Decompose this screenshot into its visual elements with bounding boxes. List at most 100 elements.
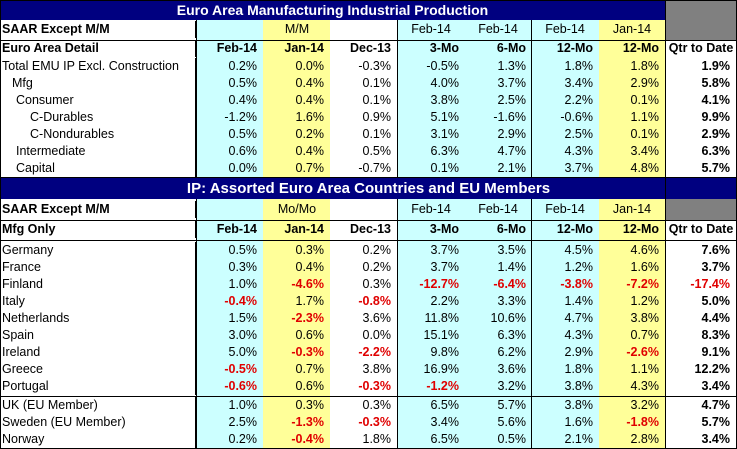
row-label: Consumer (0, 92, 196, 109)
value-cell: -1.6% (493, 110, 526, 124)
value-cell: 4.7% (701, 398, 731, 412)
subheader-c12a: Feb-14 (545, 202, 585, 216)
colheader-label: Euro Area Detail (0, 40, 196, 57)
value-cell: 3.4% (564, 76, 594, 90)
value-cell: 3.7% (430, 243, 460, 257)
value-cell: 1.6% (630, 260, 660, 274)
value-cell: -0.7% (358, 161, 391, 175)
value-cell: 0.2% (228, 432, 258, 446)
table-row: Finland 1.0% -4.6% 0.3% -12.7% -6.4% -3.8% -7.2… (0, 276, 737, 293)
row-label: Ireland (0, 344, 196, 361)
value-cell: -7.2% (626, 277, 659, 291)
value-cell: 3.7% (564, 161, 594, 175)
value-cell: 3.6% (497, 362, 527, 376)
value-cell: -0.6% (224, 379, 257, 393)
table-row: C-Nondurables 0.5% 0.2% 0.1% 3.1% 2.9% 2.5% 0.1… (0, 126, 737, 143)
value-cell: -0.5% (224, 362, 257, 376)
value-cell: 0.1% (362, 127, 392, 141)
table-row: France 0.3% 0.4% 0.2% 3.7% 1.4% 1.2% 1.6% 3.7% (0, 259, 737, 276)
colheader-5: 12-Mo (556, 41, 593, 55)
table-row: C-Durables -1.2% 1.6% 0.9% 5.1% -1.6% -0.6% 1.1… (0, 109, 737, 126)
value-cell: -4.6% (291, 277, 324, 291)
value-cell: 0.2% (362, 260, 392, 274)
value-cell: 4.3% (564, 328, 594, 342)
value-cell: 3.0% (228, 328, 258, 342)
value-cell: 3.8% (430, 93, 460, 107)
colheader-1: Jan-14 (284, 222, 324, 236)
rule-eu (0, 396, 737, 397)
value-cell: 4.8% (630, 161, 660, 175)
value-cell: 2.2% (564, 93, 594, 107)
value-cell: 2.9% (564, 345, 594, 359)
colheader-3: 3-Mo (429, 222, 459, 236)
value-cell: -2.6% (626, 345, 659, 359)
value-cell: 1.4% (497, 260, 527, 274)
table-row: Norway 0.2% -0.4% 1.8% 6.5% 0.5% 2.1% 2.8% 3.4% (0, 431, 737, 448)
value-cell: -0.3% (358, 415, 391, 429)
value-cell: 3.3% (497, 294, 527, 308)
colheader-0: Feb-14 (216, 222, 257, 236)
value-cell: 0.6% (295, 328, 325, 342)
value-cell: 3.4% (630, 144, 660, 158)
value-cell: 2.9% (630, 76, 660, 90)
gray-block-mid (666, 199, 736, 220)
table-row: Total EMU IP Excl. Construction 0.2% 0.0% -… (0, 58, 737, 75)
value-cell: 0.6% (228, 144, 258, 158)
rule-s2-col (0, 240, 737, 241)
colheader-6: 12-Mo (622, 222, 659, 236)
subheader-mm: M/M (284, 22, 310, 36)
rule-s1-end (0, 177, 737, 178)
value-cell: 1.8% (630, 59, 660, 73)
value-cell: 5.6% (497, 415, 527, 429)
table-row: Intermediate 0.6% 0.4% 0.5% 6.3% 4.7% 4.3% 3.4%… (0, 143, 737, 160)
value-cell: 3.4% (430, 415, 460, 429)
value-cell: -1.2% (224, 110, 257, 124)
value-cell: 7.6% (701, 243, 731, 257)
value-cell: 4.7% (497, 144, 527, 158)
value-cell: 0.4% (295, 144, 325, 158)
value-cell: -0.4% (291, 432, 324, 446)
value-cell: 5.8% (701, 76, 731, 90)
value-cell: 10.6% (490, 311, 526, 325)
value-cell: 0.5% (362, 144, 392, 158)
value-cell: 2.5% (564, 127, 594, 141)
value-cell: 0.3% (362, 277, 392, 291)
value-cell: 2.9% (497, 127, 527, 141)
value-cell: -0.6% (560, 110, 593, 124)
table-row: Italy -0.4% 1.7% -0.8% 2.2% 3.3% 1.4% 1.2% 5.0% (0, 293, 737, 310)
s1-subheader: SAAR Except M/M M/M Feb-14 Feb-14 Feb-14 Jan-… (0, 21, 737, 38)
value-cell: 0.5% (228, 243, 258, 257)
colheader-3: 3-Mo (429, 41, 459, 55)
value-cell: -2.2% (358, 345, 391, 359)
value-cell: 4.3% (630, 379, 660, 393)
colheader-label: Mfg Only (0, 221, 196, 238)
row-label: Italy (0, 293, 196, 310)
value-cell: 2.5% (228, 415, 258, 429)
value-cell: -0.3% (358, 59, 391, 73)
value-cell: 4.7% (564, 311, 594, 325)
value-cell: 6.3% (701, 144, 731, 158)
value-cell: 6.5% (430, 432, 460, 446)
value-cell: 3.6% (362, 311, 392, 325)
colheader-2: Dec-13 (350, 41, 391, 55)
value-cell: -0.3% (358, 379, 391, 393)
value-cell: 4.1% (701, 93, 731, 107)
value-cell: 3.4% (701, 432, 731, 446)
s1-colheader: Euro Area Detail Feb-14 Jan-14 Dec-13 3-Mo 6-… (0, 40, 737, 57)
value-cell: -1.8% (626, 415, 659, 429)
value-cell: 9.1% (701, 345, 731, 359)
vline-label (196, 20, 197, 178)
value-cell: 6.5% (430, 398, 460, 412)
colheader-5: 12-Mo (556, 222, 593, 236)
value-cell: 16.9% (423, 362, 459, 376)
value-cell: -0.5% (426, 59, 459, 73)
table-row: UK (EU Member) 1.0% 0.3% 0.3% 6.5% 5.7% 3.8% 3.… (0, 397, 737, 414)
value-cell: 1.3% (497, 59, 527, 73)
vline-qtr (665, 0, 666, 449)
row-label: Greece (0, 361, 196, 378)
value-cell: -2.3% (291, 311, 324, 325)
row-label: Total EMU IP Excl. Construction (0, 58, 196, 75)
value-cell: 8.3% (701, 328, 731, 342)
table-row: Sweden (EU Member) 2.5% -1.3% -0.3% 3.4% 5.6%… (0, 414, 737, 431)
value-cell: 3.5% (497, 243, 527, 257)
